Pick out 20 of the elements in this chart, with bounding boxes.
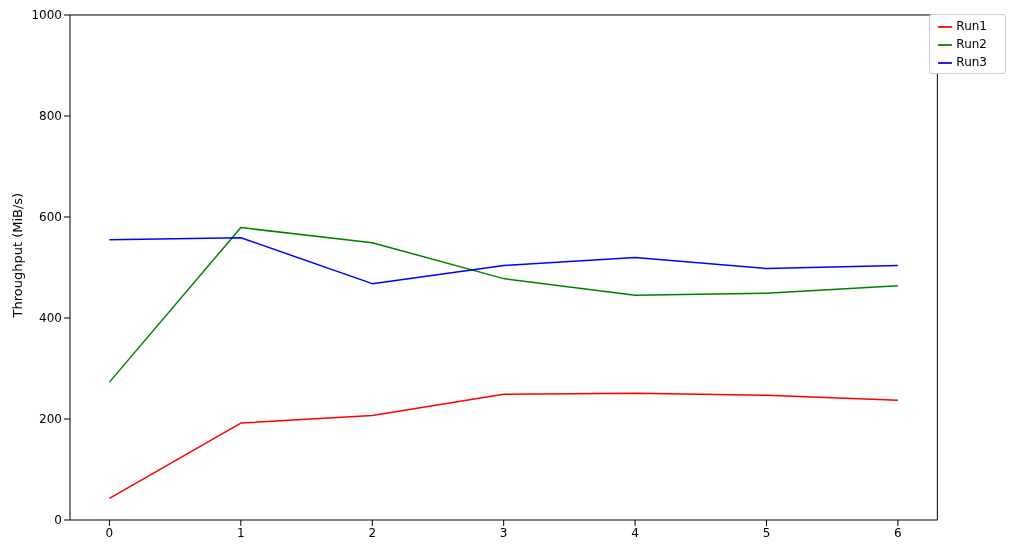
line-series [108, 392, 899, 500]
x-tick-label: 3 [499, 525, 508, 540]
x-tick-label: 0 [105, 525, 114, 540]
line-series [108, 226, 899, 383]
y-tick-label: 600 [39, 210, 62, 225]
y-tick-label: 200 [39, 412, 62, 427]
x-tick-label: 1 [237, 525, 245, 540]
y-tick-label: 1000 [31, 8, 62, 23]
y-tick-label: 800 [39, 109, 62, 124]
legend-label: Run1 [956, 19, 987, 33]
y-tick-label: 0 [54, 513, 62, 528]
x-tick-label: 5 [762, 525, 771, 540]
line-series [108, 236, 899, 285]
y-axis-title: Throughput (MiB/s) [9, 192, 25, 319]
legend-label: Run2 [956, 37, 987, 51]
x-tick-label: 2 [368, 525, 377, 540]
x-tick-label: 4 [631, 525, 639, 540]
y-tick-label: 400 [39, 311, 62, 326]
legend-label: Run3 [956, 55, 987, 69]
x-tick-label: 6 [894, 525, 902, 540]
